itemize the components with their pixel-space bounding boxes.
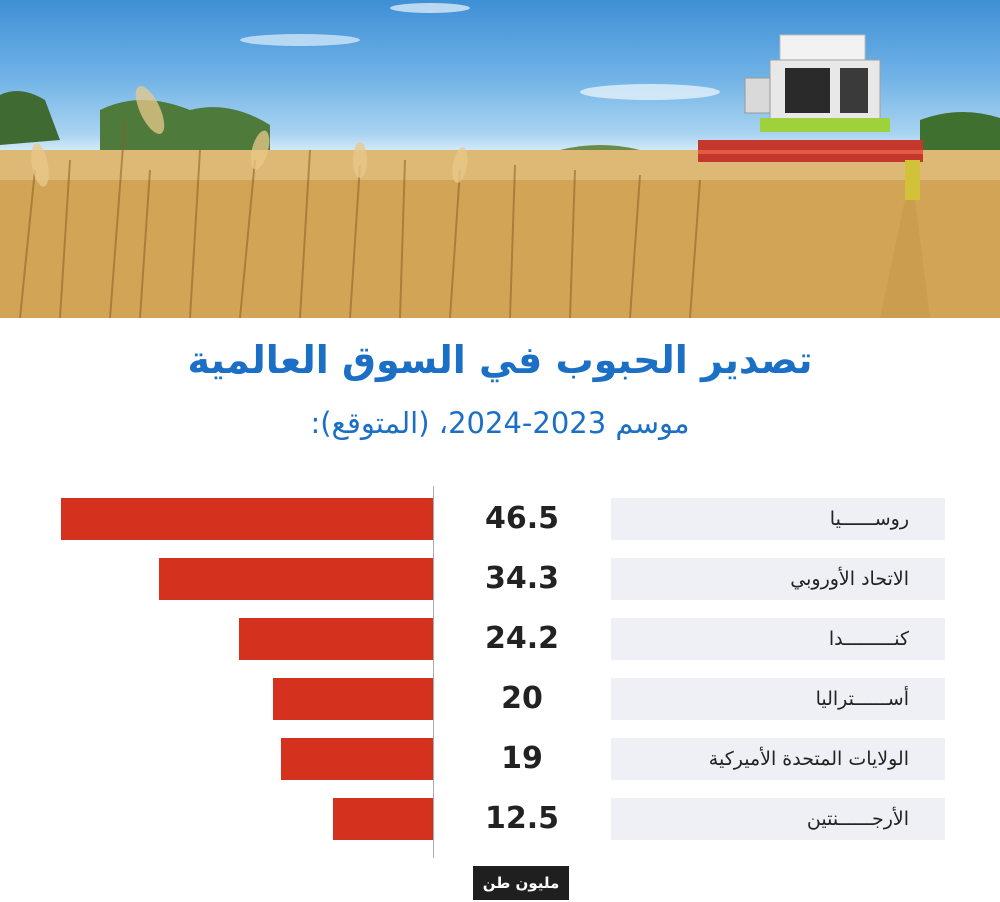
export-bar-chart: 46.5 روســــــيا 34.3 الاتحاد الأوروبي 24.2 ك… bbox=[0, 480, 1000, 880]
bar-5 bbox=[333, 798, 433, 840]
data-label-5: 12.5 bbox=[484, 801, 560, 836]
data-label-2: 24.2 bbox=[484, 621, 560, 656]
category-label-box-5: الأرجــــــنتين bbox=[611, 798, 945, 840]
chart-axis-line bbox=[433, 486, 434, 858]
category-label-box-0: روســــــيا bbox=[611, 498, 945, 540]
category-label-1: الاتحاد الأوروبي bbox=[790, 568, 909, 590]
wheat-field-harvester-photo bbox=[0, 3, 1000, 318]
bar-3 bbox=[273, 678, 433, 720]
page-title: تصدير الحبوب في السوق العالمية bbox=[187, 338, 813, 382]
bar-0 bbox=[61, 498, 433, 540]
hero-photo bbox=[0, 0, 1000, 318]
category-label-box-2: كنـــــــــدا bbox=[611, 618, 945, 660]
category-label-box-1: الاتحاد الأوروبي bbox=[611, 558, 945, 600]
data-label-0: 46.5 bbox=[484, 501, 560, 536]
category-label-0: روســــــيا bbox=[829, 508, 909, 530]
data-label-3: 20 bbox=[501, 681, 543, 716]
harvester-icon bbox=[698, 34, 923, 200]
category-label-5: الأرجــــــنتين bbox=[806, 808, 909, 830]
bar-4 bbox=[281, 738, 433, 780]
bar-2 bbox=[239, 618, 433, 660]
category-label-4: الولايات المتحدة الأميركية bbox=[708, 748, 909, 770]
category-label-box-3: أســــــتراليا bbox=[611, 678, 945, 720]
category-label-3: أســــــتراليا bbox=[815, 688, 909, 710]
category-label-2: كنـــــــــدا bbox=[828, 628, 909, 650]
data-label-4: 19 bbox=[501, 741, 543, 776]
category-label-box-4: الولايات المتحدة الأميركية bbox=[611, 738, 945, 780]
bar-1 bbox=[159, 558, 433, 600]
page-subtitle: موسم 2023-2024، (المتوقع): bbox=[310, 406, 690, 440]
unit-badge: مليون طن bbox=[473, 866, 569, 900]
data-label-1: 34.3 bbox=[484, 561, 560, 596]
